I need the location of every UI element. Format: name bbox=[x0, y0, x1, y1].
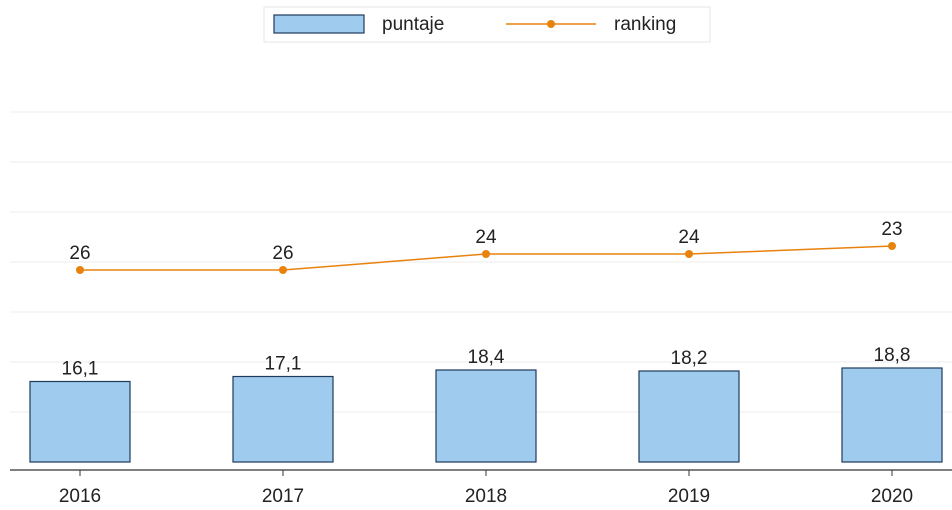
legend-label: ranking bbox=[614, 14, 676, 35]
x-tick-label: 2018 bbox=[465, 486, 507, 507]
data-label: 24 bbox=[678, 227, 700, 248]
legend-label: puntaje bbox=[382, 14, 444, 35]
bar bbox=[29, 380, 131, 463]
data-label: 16,1 bbox=[62, 359, 99, 380]
line-point bbox=[76, 266, 84, 274]
line-point bbox=[888, 242, 896, 250]
data-label: 24 bbox=[475, 227, 497, 248]
x-tick-label: 2019 bbox=[668, 486, 710, 507]
x-tick-label: 2020 bbox=[871, 486, 913, 507]
data-label: 18,8 bbox=[874, 345, 911, 366]
bar bbox=[435, 369, 537, 463]
data-label: 23 bbox=[881, 219, 902, 240]
x-tick-label: 2017 bbox=[262, 486, 304, 507]
bar bbox=[232, 375, 334, 463]
x-tick-label: 2016 bbox=[59, 486, 101, 507]
data-label: 18,2 bbox=[671, 348, 708, 369]
bar bbox=[841, 367, 943, 463]
bar bbox=[638, 370, 740, 463]
line-point bbox=[685, 250, 693, 258]
line-point bbox=[279, 266, 287, 274]
line-point bbox=[482, 250, 490, 258]
legend-marker bbox=[547, 20, 555, 28]
data-label: 18,4 bbox=[468, 347, 505, 368]
data-label: 26 bbox=[69, 243, 90, 264]
legend-swatch bbox=[273, 14, 365, 34]
data-label: 17,1 bbox=[265, 354, 302, 375]
data-label: 26 bbox=[272, 243, 293, 264]
